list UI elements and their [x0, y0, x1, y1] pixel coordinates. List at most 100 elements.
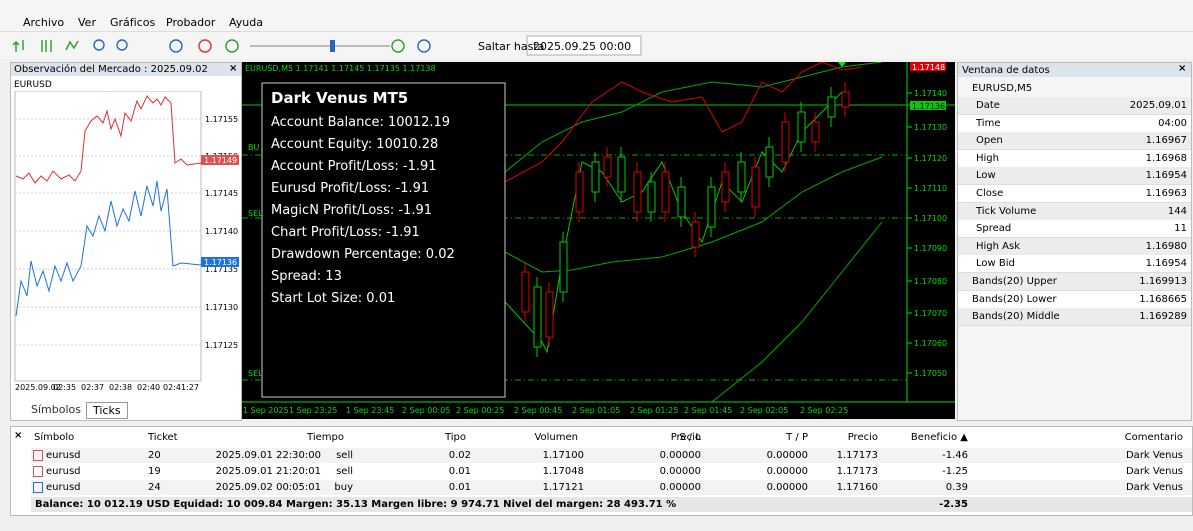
icon[interactable] [41, 40, 52, 52]
toolbar-icons [12, 35, 642, 56]
cell: 0.02 [448, 450, 471, 461]
red-price: 1.17149 [204, 156, 237, 165]
menu-item[interactable]: Ver [78, 16, 96, 29]
panel-header [958, 63, 1191, 77]
row-icon [33, 466, 43, 477]
tab[interactable]: Ticks [86, 402, 128, 419]
cell: 0.00000 [766, 450, 808, 461]
info-line: Start Lot Size: 0.01 [271, 291, 395, 306]
time-label: 02:41:27 [163, 383, 199, 391]
candle-body [617, 156, 626, 193]
price-label: 1.17070 [914, 309, 947, 318]
tick-chart: 1.171551.171501.171451.171401.171351.171… [11, 91, 241, 391]
icon[interactable] [65, 40, 79, 51]
data-row: Tick Volume 144 [958, 202, 1191, 221]
candle-body [841, 91, 850, 108]
close-button[interactable]: × [14, 430, 23, 441]
cell: 20 [148, 450, 161, 461]
row-label: Date [976, 100, 1000, 111]
menu-item[interactable]: Archivo [23, 16, 65, 29]
trade-label: SEL [248, 209, 263, 218]
icon[interactable] [116, 39, 128, 51]
summary: Balance: 10 012.19 USD Equidad: 10 009.8… [35, 499, 677, 510]
candle-body [633, 171, 642, 213]
price-badge [910, 62, 946, 71]
time-label: 02:35 [53, 383, 76, 391]
price-label: 1.17145 [205, 189, 238, 198]
trade-label: BU [248, 143, 259, 152]
date-input[interactable] [526, 35, 642, 56]
cell: 1.17121 [542, 482, 584, 493]
data-row: Low 1.16954 [958, 167, 1191, 186]
candle-body [797, 111, 806, 143]
row-value: 1.16968 [1145, 152, 1187, 164]
column-header[interactable]: S / L [679, 432, 701, 443]
data-row: Date 2025.09.01 [958, 97, 1191, 115]
column-header[interactable]: T / P [786, 432, 808, 443]
candle-body [765, 146, 774, 178]
candle-body [533, 286, 542, 348]
menu-item[interactable]: Probador [166, 16, 216, 29]
close-button[interactable]: × [1178, 63, 1187, 74]
price-label: 1.17130 [914, 123, 947, 132]
cell: 0.00000 [766, 466, 808, 477]
candle-body [521, 271, 530, 313]
info-line: Account Equity: 10010.28 [271, 137, 438, 152]
data-row: Low Bid 1.16954 [958, 255, 1191, 274]
row-value: 1.169913 [1139, 276, 1187, 287]
icon[interactable] [12, 40, 24, 52]
cell: eurusd [46, 482, 81, 493]
tab[interactable]: Símbolos [31, 403, 81, 416]
icon[interactable] [417, 39, 431, 53]
menu-item[interactable]: Gráficos [110, 16, 156, 29]
cell: 0.01 [448, 482, 471, 493]
jump-date[interactable]: 2025.09.25 00:00 [533, 40, 632, 53]
column-header[interactable]: Beneficio ▲ [910, 432, 968, 443]
market-watch: Observación del Mercado : 2025.09.02 × EUR… [10, 62, 242, 421]
column-header[interactable]: Tiempo [307, 432, 344, 443]
data-row: Open 1.16967 [958, 132, 1191, 151]
icon[interactable] [93, 39, 105, 51]
symbol: EURUSD,M5 [972, 83, 1033, 94]
band-upper [504, 62, 883, 173]
column-header[interactable]: Precio [670, 432, 701, 443]
menu-item[interactable]: Ayuda [229, 16, 263, 29]
row-label: Low Bid [976, 258, 1015, 270]
close-button[interactable]: × [229, 63, 238, 74]
time-label: 2025.09.02 [15, 383, 61, 391]
icon[interactable] [225, 39, 239, 53]
time-label: 2 Sep 00:45 [514, 406, 562, 415]
price-badge [910, 101, 946, 110]
row-value: 1.16963 [1145, 188, 1187, 199]
cell: Dark Venus [1125, 450, 1183, 461]
column-header[interactable]: Comentario [1124, 432, 1183, 443]
icon[interactable] [391, 39, 405, 53]
chart-header: EURUSD,M5 1.17141 1.17145 1.17135 1.1713… [245, 64, 436, 73]
cell: 24 [148, 482, 161, 493]
icon[interactable] [198, 39, 212, 53]
candle-body [721, 171, 730, 203]
column-header[interactable]: Tipo [444, 432, 466, 443]
column-header[interactable]: Símbolo [34, 432, 75, 443]
cell: 1.17160 [836, 482, 878, 493]
icon[interactable] [169, 39, 183, 53]
cell: 0.00000 [659, 482, 701, 493]
row-label: High Ask [976, 240, 1021, 252]
info-line: Account Balance: 10012.19 [271, 115, 450, 130]
time-label: 1 Sep 2025 [243, 406, 289, 415]
jump-label[interactable]: Saltar hasta [478, 40, 545, 53]
candle-body [603, 156, 612, 178]
slider-thumb[interactable] [330, 40, 335, 52]
data-window: Ventana de datos × EURUSD,M5 Date 2025.09.01… [957, 62, 1192, 421]
row-value: 04:00 [1158, 117, 1187, 129]
price-label: 1.17050 [914, 369, 947, 378]
row-value: 1.16954 [1145, 170, 1187, 182]
candle-body [707, 186, 716, 228]
cell: Dark Venus [1125, 466, 1183, 477]
column-header[interactable]: Ticket [148, 432, 178, 443]
column-header[interactable]: Precio [847, 432, 878, 443]
price-label: 1.17140 [205, 227, 238, 236]
cell: 1.17100 [542, 450, 584, 461]
column-header[interactable]: Volumen [534, 432, 578, 443]
